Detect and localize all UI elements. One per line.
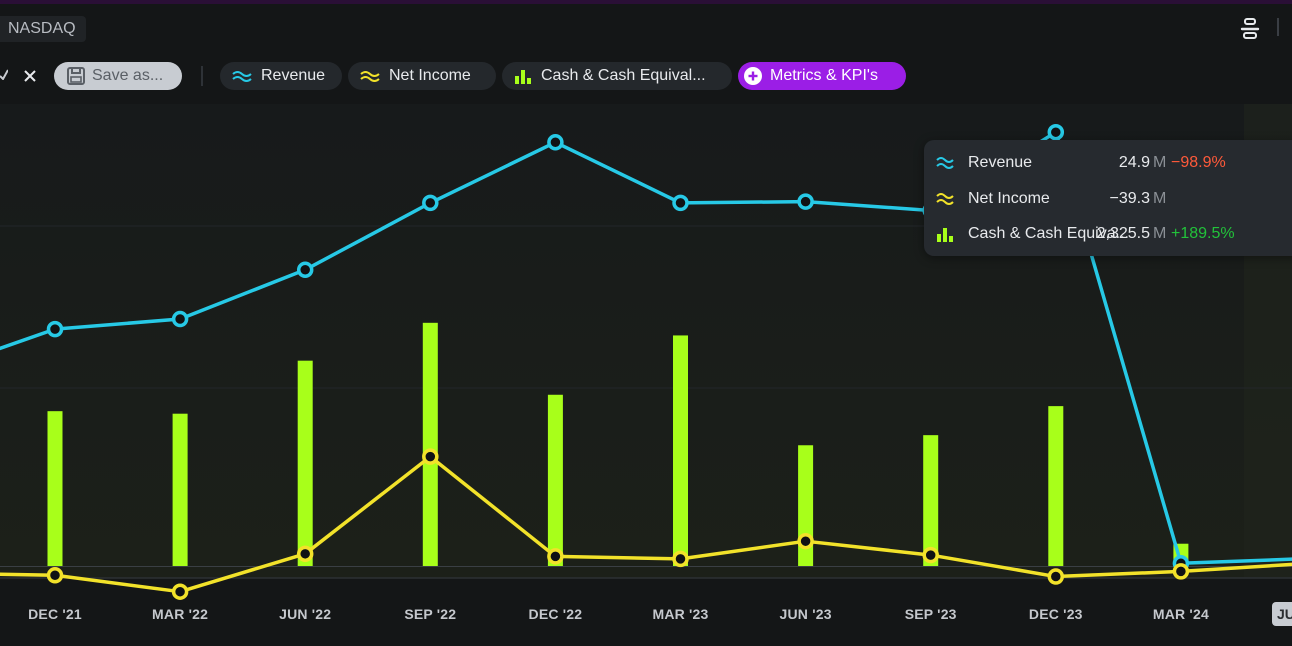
revenue-point[interactable] xyxy=(46,320,64,338)
net-income-point[interactable] xyxy=(547,548,564,565)
wave-icon xyxy=(936,157,954,169)
header-divider xyxy=(1277,18,1279,36)
x-tick-label: MAR '23 xyxy=(652,606,709,622)
x-tick-label: DEC '22 xyxy=(528,606,583,622)
net-income-point[interactable] xyxy=(422,448,439,465)
tooltip-name: Net Income xyxy=(968,190,1050,207)
x-tick-current[interactable]: JU xyxy=(1272,602,1292,626)
cash-bar[interactable] xyxy=(547,394,563,567)
tooltip-name: Revenue xyxy=(968,154,1033,171)
x-tick-label: SEP '22 xyxy=(404,606,457,622)
cash-bar[interactable] xyxy=(673,335,688,567)
bar-chart-icon xyxy=(937,228,953,242)
metrics-kpis-label: Metrics & KPI's xyxy=(770,67,878,84)
toolbar: Save as... Revenue Net Income Cash & Cas… xyxy=(0,60,1292,92)
x-tick-label: MAR '22 xyxy=(152,606,209,622)
save-icon xyxy=(67,67,85,85)
revenue-point[interactable] xyxy=(547,134,564,151)
tooltip-change: +189.5% xyxy=(1171,225,1235,242)
data-tooltip: Revenue 24.9 M −98.9% Net Income −39.3 M… xyxy=(924,140,1292,256)
net-income-point[interactable] xyxy=(922,546,939,564)
cash-bar[interactable] xyxy=(923,435,939,567)
toolbar-divider xyxy=(201,66,203,86)
cash-bar[interactable] xyxy=(297,360,313,567)
layers-button[interactable] xyxy=(1236,16,1264,42)
chip-net-income-label: Net Income xyxy=(389,67,471,84)
revenue-point[interactable] xyxy=(296,261,314,279)
x-tick-label: JUN '23 xyxy=(779,606,832,622)
cash-bar[interactable] xyxy=(47,411,63,567)
close-icon xyxy=(24,70,36,82)
net-income-point[interactable] xyxy=(1172,563,1190,580)
chip-net-income[interactable]: Net Income xyxy=(348,62,496,90)
tooltip-row-revenue: Revenue 24.9 M −98.9% xyxy=(924,151,1292,175)
chip-revenue-label: Revenue xyxy=(261,67,326,84)
tooltip-row-net-income: Net Income −39.3 M xyxy=(924,187,1292,211)
net-income-point[interactable] xyxy=(797,532,814,550)
cash-bar[interactable] xyxy=(172,413,188,567)
wave-icon xyxy=(232,71,252,82)
net-income-point[interactable] xyxy=(46,567,64,584)
wave-icon xyxy=(360,71,380,82)
tooltip-unit: M xyxy=(1153,154,1167,171)
revenue-point[interactable] xyxy=(422,194,439,212)
x-tick-label: SEP '23 xyxy=(904,606,957,622)
bar-chart-icon xyxy=(515,70,531,84)
tooltip-value: 2,325.5 xyxy=(1096,225,1150,242)
net-income-point[interactable] xyxy=(171,583,189,600)
tooltip-row-cash: Cash & Cash Equiva... 2,325.5 M +189.5% xyxy=(924,222,1292,246)
chip-cash-equivalents[interactable]: Cash & Cash Equival... xyxy=(502,62,732,90)
revenue-point[interactable] xyxy=(171,310,189,328)
x-tick-label: DEC '23 xyxy=(1028,606,1083,622)
net-income-point[interactable] xyxy=(296,545,314,563)
save-as-button[interactable]: Save as... xyxy=(54,62,182,90)
metrics-kpis-button[interactable]: Metrics & KPI's xyxy=(738,62,906,90)
chip-cash-label: Cash & Cash Equival... xyxy=(541,67,706,84)
tooltip-unit: M xyxy=(1153,225,1167,242)
tooltip-value: −39.3 xyxy=(1109,190,1150,207)
revenue-point[interactable] xyxy=(797,193,814,210)
tooltip-value: 24.9 xyxy=(1118,154,1150,171)
wave-icon xyxy=(936,193,954,205)
tooltip-name: Cash & Cash Equiva... xyxy=(968,225,1129,242)
net-income-line xyxy=(0,454,1292,594)
x-tick-label: MAR '24 xyxy=(1152,606,1209,622)
chip-revenue[interactable]: Revenue xyxy=(220,62,342,90)
tooltip-change: −98.9% xyxy=(1171,154,1226,171)
net-income-point[interactable] xyxy=(672,550,689,568)
revenue-point[interactable] xyxy=(672,194,689,212)
tooltip-unit: M xyxy=(1153,190,1167,207)
layers-icon xyxy=(1240,18,1260,39)
check-icon[interactable] xyxy=(0,66,9,85)
revenue-point[interactable] xyxy=(1047,123,1065,141)
cash-bar[interactable] xyxy=(1048,406,1064,567)
cash-bar[interactable] xyxy=(422,322,438,567)
close-button[interactable] xyxy=(20,64,40,88)
top-accent-strip xyxy=(0,0,1292,4)
exchange-badge: NASDAQ xyxy=(0,16,86,42)
x-tick-label: DEC '21 xyxy=(28,606,82,622)
plus-icon xyxy=(744,67,762,85)
x-tick-label: JUN '22 xyxy=(279,606,332,622)
net-income-point[interactable] xyxy=(1047,568,1065,585)
save-as-label: Save as... xyxy=(92,67,164,84)
